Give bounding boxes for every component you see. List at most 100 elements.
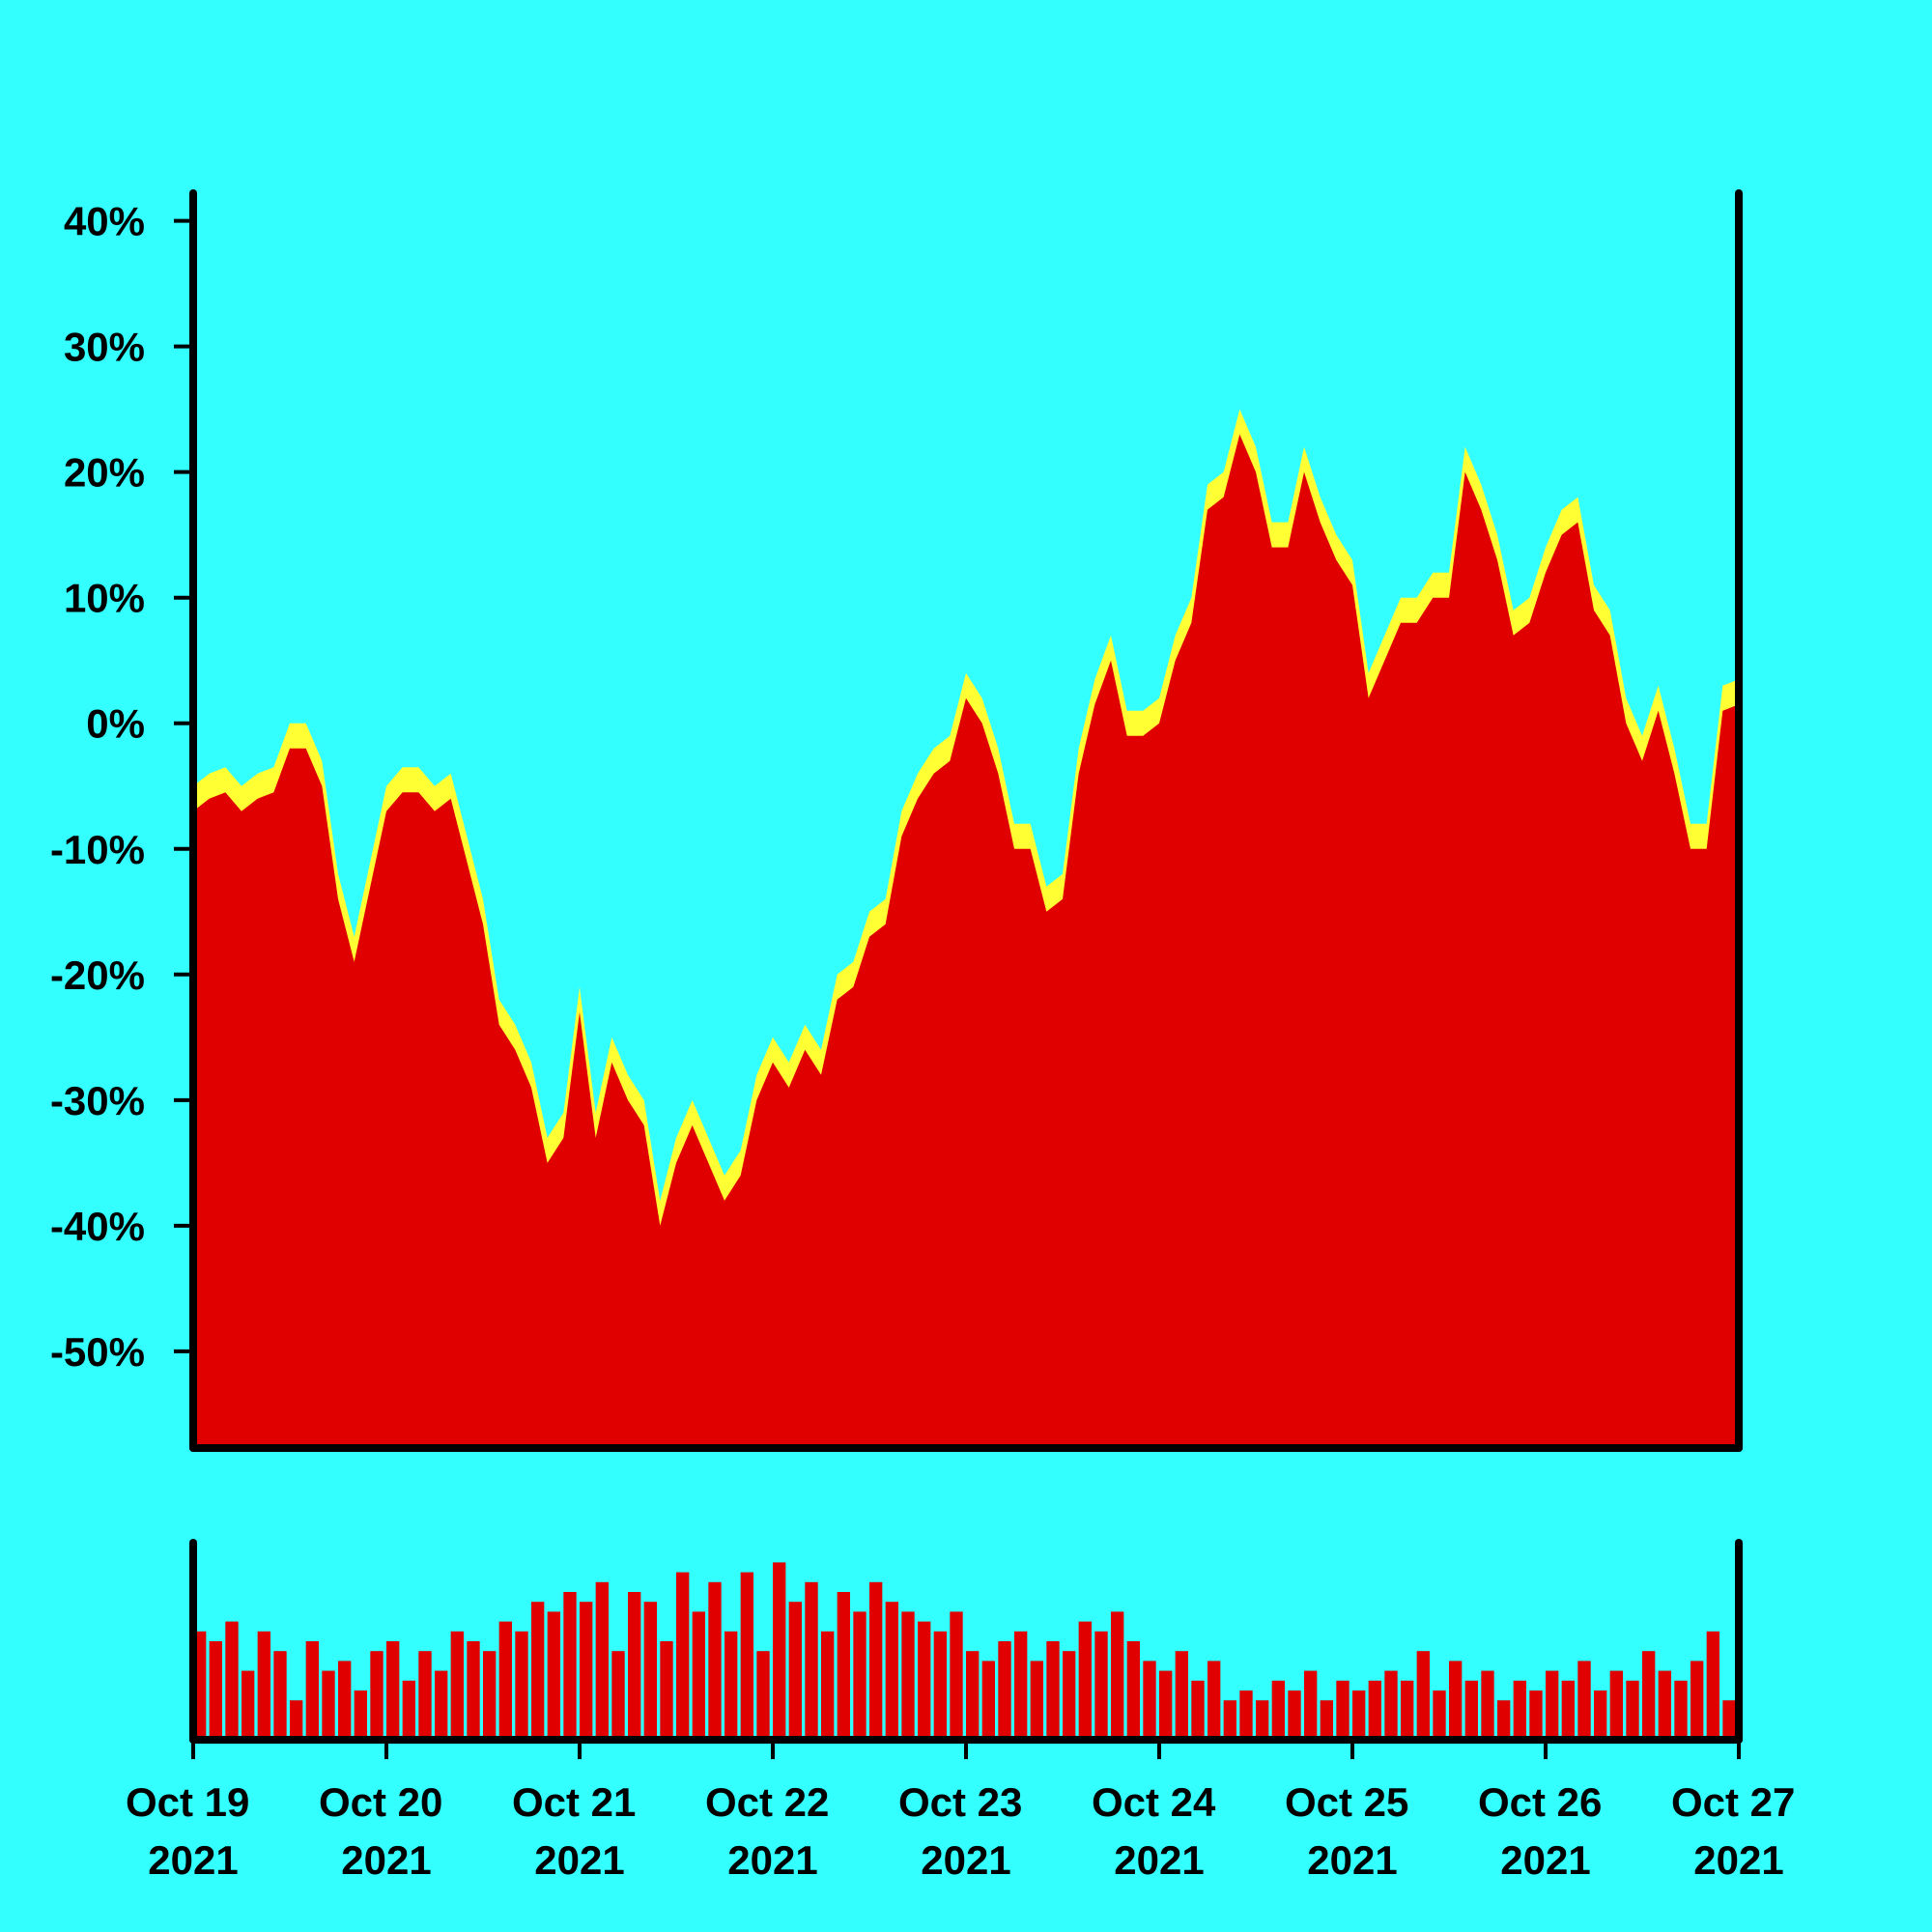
bar xyxy=(515,1631,528,1740)
bar xyxy=(1401,1680,1414,1740)
bar xyxy=(708,1581,722,1740)
bar xyxy=(1561,1680,1575,1740)
bar xyxy=(1609,1670,1623,1740)
bar xyxy=(322,1670,335,1740)
bar xyxy=(1046,1641,1060,1740)
bar xyxy=(1143,1661,1156,1740)
bar xyxy=(1271,1680,1285,1740)
bar xyxy=(1175,1651,1188,1740)
bar xyxy=(563,1592,577,1740)
bar xyxy=(966,1651,980,1740)
bar xyxy=(1352,1690,1366,1740)
bar xyxy=(580,1602,593,1740)
bar xyxy=(933,1631,947,1740)
bar xyxy=(1626,1680,1639,1740)
bar xyxy=(370,1651,384,1740)
bar xyxy=(1078,1621,1092,1740)
bar xyxy=(756,1651,770,1740)
bar xyxy=(209,1641,222,1740)
x-tick-label: Oct 27 2021 xyxy=(1671,1779,1806,1883)
y-tick-label: 20% xyxy=(64,450,145,496)
area xyxy=(193,434,1739,1448)
bar xyxy=(1256,1700,1269,1740)
bar xyxy=(531,1602,545,1740)
bar xyxy=(1239,1690,1253,1740)
bar xyxy=(1094,1631,1108,1740)
bar xyxy=(1433,1690,1446,1740)
bar xyxy=(628,1592,641,1740)
bar xyxy=(1594,1690,1607,1740)
bar xyxy=(1416,1651,1430,1740)
bar xyxy=(1497,1700,1511,1740)
bar xyxy=(242,1670,255,1740)
bar xyxy=(418,1651,432,1740)
bar xyxy=(1546,1670,1559,1740)
bar xyxy=(901,1611,915,1740)
bar xyxy=(660,1641,673,1740)
bar xyxy=(998,1641,1011,1740)
bar xyxy=(435,1670,448,1740)
bar xyxy=(467,1641,480,1740)
bar xyxy=(885,1602,898,1740)
bar xyxy=(869,1581,883,1740)
bar xyxy=(547,1611,560,1740)
bar xyxy=(821,1631,835,1740)
bar xyxy=(611,1651,625,1740)
bar xyxy=(1674,1680,1688,1740)
bar xyxy=(402,1680,415,1740)
bar xyxy=(225,1621,239,1740)
bar xyxy=(1014,1631,1028,1740)
bar xyxy=(1658,1670,1671,1740)
y-tick-label: 10% xyxy=(64,576,145,621)
x-tick-label: Oct 26 2021 xyxy=(1478,1779,1613,1883)
bar xyxy=(498,1621,512,1740)
bar xyxy=(1320,1700,1333,1740)
x-tick-label: Oct 21 2021 xyxy=(512,1779,647,1883)
bar xyxy=(1722,1700,1736,1740)
bar xyxy=(1336,1680,1350,1740)
bar xyxy=(740,1572,753,1740)
y-tick-label: -10% xyxy=(50,827,145,872)
x-tick-label: Oct 19 2021 xyxy=(126,1779,261,1883)
bar xyxy=(1384,1670,1398,1740)
bar xyxy=(692,1611,705,1740)
bar xyxy=(1464,1680,1478,1740)
bar xyxy=(981,1661,995,1740)
bar xyxy=(338,1661,352,1740)
bar xyxy=(273,1651,287,1740)
bar xyxy=(1159,1670,1173,1740)
bar xyxy=(1191,1680,1205,1740)
bar xyxy=(595,1581,609,1740)
bar xyxy=(805,1581,818,1740)
y-tick-label: -30% xyxy=(50,1078,145,1123)
x-tick-label: Oct 23 2021 xyxy=(898,1779,1034,1883)
y-tick-label: 0% xyxy=(86,701,145,747)
x-tick-label: Oct 24 2021 xyxy=(1092,1779,1227,1883)
x-tick-label: Oct 20 2021 xyxy=(319,1779,454,1883)
bar xyxy=(676,1572,690,1740)
bar xyxy=(450,1631,464,1740)
bar xyxy=(1223,1700,1236,1740)
bar xyxy=(1111,1611,1124,1740)
y-tick-label: 30% xyxy=(64,325,145,370)
y-tick-label: 40% xyxy=(64,199,145,244)
bar xyxy=(1481,1670,1494,1740)
bar xyxy=(1642,1651,1656,1740)
bar xyxy=(918,1621,931,1740)
bar xyxy=(354,1690,367,1740)
bar xyxy=(386,1641,400,1740)
bar xyxy=(1126,1641,1140,1740)
bar xyxy=(1690,1661,1704,1740)
bar xyxy=(257,1631,270,1740)
bar xyxy=(1529,1690,1543,1740)
bar xyxy=(837,1592,850,1740)
bar xyxy=(950,1611,963,1740)
bar xyxy=(290,1700,303,1740)
y-tick-label: -40% xyxy=(50,1204,145,1249)
bar xyxy=(1706,1631,1719,1740)
bar xyxy=(1368,1680,1381,1740)
bar xyxy=(305,1641,319,1740)
bar xyxy=(1577,1661,1591,1740)
bar xyxy=(1063,1651,1076,1740)
